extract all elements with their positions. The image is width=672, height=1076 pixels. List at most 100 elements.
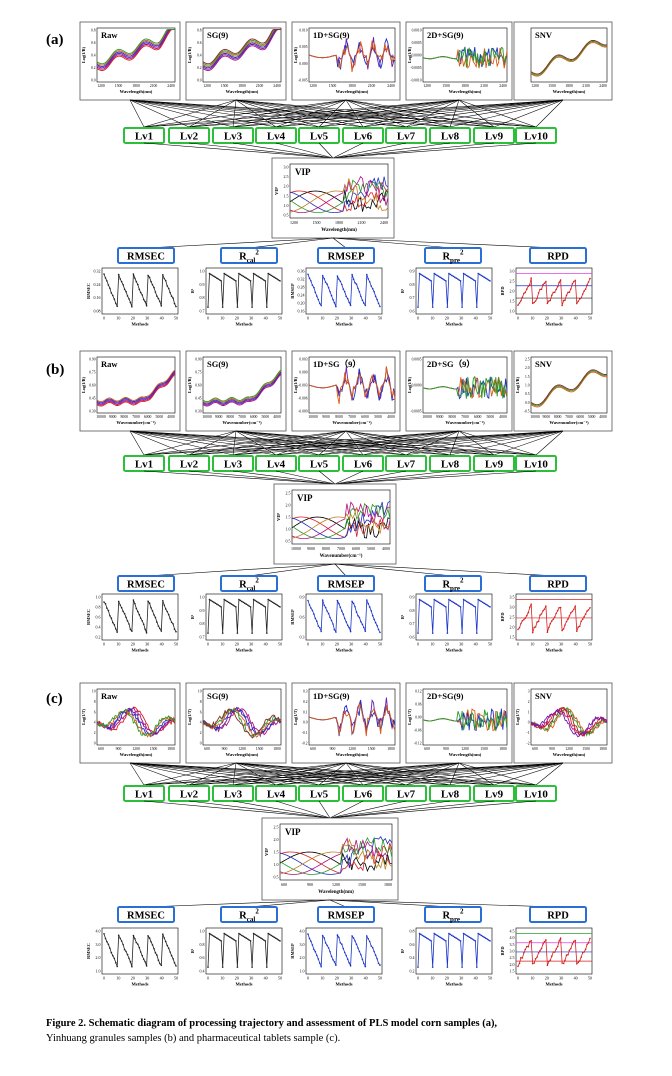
metric-point	[543, 608, 546, 611]
lv-box-lv2: Lv2	[168, 127, 210, 144]
metric-point	[486, 938, 488, 940]
lv-box-lv4: Lv4	[255, 785, 297, 802]
spectrum-xtick: 600	[424, 747, 430, 751]
metric-point	[546, 964, 549, 967]
metric-point	[109, 287, 111, 290]
metric-point	[526, 614, 528, 617]
spectrum-ytick: 0.0005	[412, 41, 422, 45]
metric-ytick: 0.8	[410, 282, 415, 287]
metric-ytick: 0.3	[300, 635, 305, 640]
connector-line	[332, 142, 495, 159]
spectrum-xlabel: Wavelength(nm)	[226, 89, 259, 94]
spectrum-title: 2D+SG(9)	[427, 691, 464, 701]
lv-box-lv4: Lv4	[255, 455, 297, 472]
metric-point	[170, 954, 173, 957]
metric-point	[330, 955, 333, 958]
connector-line	[235, 762, 537, 786]
lv-label: Lv4	[267, 459, 286, 471]
spectrum-xtick: 1500	[150, 747, 158, 751]
connector-line	[449, 99, 460, 128]
connector-line	[275, 800, 331, 819]
metric-point	[113, 623, 116, 626]
metric-point	[429, 279, 431, 281]
metric-box-frame	[317, 906, 375, 923]
vip-xtick: 2100	[358, 220, 366, 225]
metric-point	[327, 612, 330, 615]
metric-point	[461, 632, 463, 634]
lv-label: Lv10	[524, 131, 548, 143]
metric-label-sup: 2	[460, 908, 464, 916]
metric-box-rcal: Rcal2	[220, 906, 278, 924]
metric-xtick: 0	[207, 316, 209, 321]
metric-point	[107, 284, 110, 286]
metric-point	[131, 306, 133, 308]
metric-point	[138, 946, 141, 949]
spectrum-xtick: 900	[549, 747, 555, 751]
spectrum-ytick: 0.0	[303, 721, 308, 725]
metric-point	[373, 290, 375, 293]
metric-point	[119, 937, 121, 940]
connector-line	[318, 762, 564, 786]
metric-point	[571, 943, 574, 945]
metric-point	[440, 277, 443, 279]
metric-point	[235, 280, 237, 282]
metric-xtick: 50	[488, 976, 492, 981]
metric-point	[141, 620, 143, 622]
metric-point	[367, 938, 370, 940]
metric-label: RPD	[547, 252, 569, 263]
metric-point	[368, 940, 371, 943]
metric-axes	[415, 267, 493, 315]
metric-point	[156, 621, 158, 623]
connector-line	[143, 470, 336, 485]
metric-point	[310, 280, 312, 282]
spectrum-title: 1D+SG（9）	[313, 359, 361, 369]
metric-point	[564, 299, 566, 301]
spectrum-ytick: 0.60	[89, 384, 95, 388]
spectrum-curve	[202, 29, 281, 70]
spectrum-ytick: 4	[94, 721, 96, 725]
spectrum-ytick: 0	[94, 742, 96, 746]
metric-point	[248, 939, 250, 941]
metric-point	[578, 960, 581, 962]
metric-point	[559, 937, 562, 939]
metric-point	[546, 631, 549, 633]
spectrum-ytick: -0.0005	[410, 410, 421, 414]
lv-box-lv10: Lv10	[515, 785, 557, 802]
metric-ylabel: R²	[190, 948, 195, 953]
metric-point	[420, 933, 422, 936]
connector-line	[143, 99, 564, 128]
metric-xtick: 10	[320, 316, 324, 321]
metric-point	[227, 275, 230, 278]
metric-box-rcal: Rcal2	[220, 575, 278, 593]
connector-line	[405, 99, 564, 128]
metric-point	[248, 279, 250, 281]
metric-point	[260, 277, 262, 279]
metric-point	[335, 631, 337, 633]
connector-line	[188, 430, 564, 456]
metric-point	[449, 933, 452, 936]
metric-point	[517, 304, 519, 306]
metric-point	[238, 598, 240, 601]
metric-ytick: 4.0	[300, 929, 305, 934]
metric-xtick: 0	[207, 976, 209, 981]
metric-point	[443, 605, 446, 607]
figure-caption: Figure 2. Schematic diagram of processin…	[46, 1016, 646, 1046]
metric-series	[307, 933, 381, 968]
metric-point	[568, 615, 571, 617]
metric-label: RMSEP	[328, 911, 365, 922]
spectrum-xtick: 4000	[499, 415, 507, 419]
lv-box-lv1: Lv1	[123, 455, 165, 472]
metric-point	[216, 937, 218, 939]
metric-ytick: 1.0	[510, 309, 515, 314]
metric-point	[132, 599, 135, 601]
metric-series	[103, 933, 177, 967]
spectrum-ytick: 2	[200, 731, 202, 735]
metric-point	[173, 962, 176, 964]
metric-box-frame	[424, 906, 482, 923]
metric-point	[360, 954, 362, 956]
metric-ytick: 0.8	[200, 942, 205, 947]
lv-label: Lv7	[397, 131, 416, 143]
